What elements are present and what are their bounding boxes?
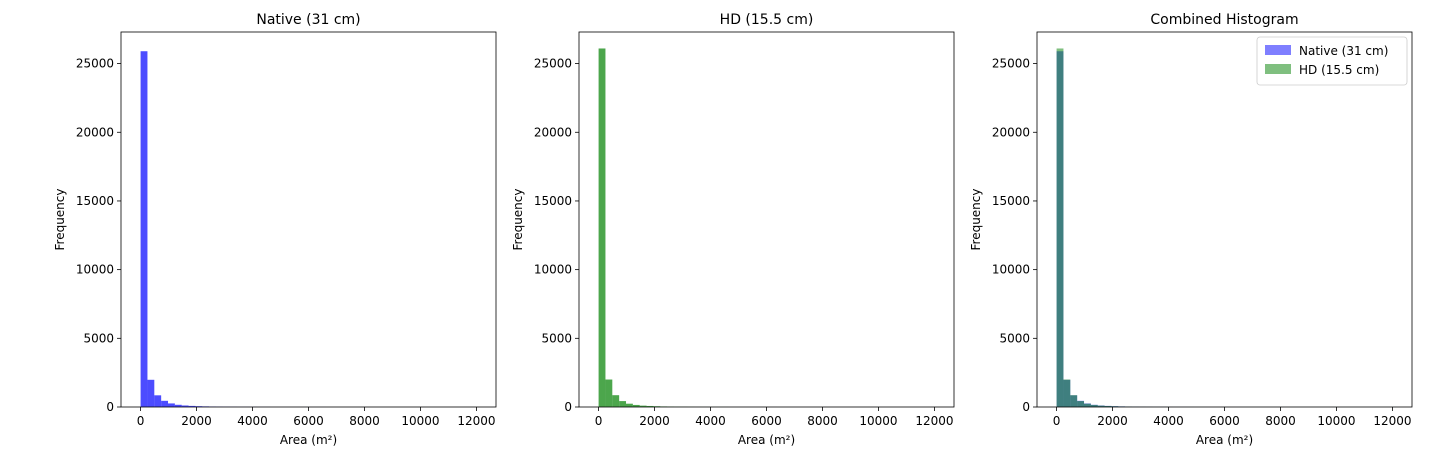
y-tick-label: 20000	[992, 125, 1030, 139]
y-axis-label: Frequency	[53, 189, 67, 251]
histogram-bar	[1063, 379, 1071, 407]
histogram-bar	[639, 405, 647, 407]
y-tick-label: 25000	[76, 57, 114, 71]
legend-swatch	[1265, 64, 1291, 74]
x-tick-label: 4000	[695, 414, 726, 428]
histogram-bar	[174, 404, 182, 407]
x-tick-label: 4000	[237, 414, 268, 428]
histogram-bar	[181, 405, 189, 407]
histogram-bar	[1090, 404, 1098, 407]
x-axis-label: Area (m²)	[280, 433, 337, 447]
legend-swatch	[1265, 45, 1291, 55]
y-axis-label: Frequency	[511, 189, 525, 251]
histogram-bar	[619, 401, 627, 407]
y-tick-label: 0	[564, 400, 572, 414]
histogram-bar	[1070, 395, 1078, 407]
x-tick-label: 10000	[1317, 414, 1355, 428]
x-tick-label: 4000	[1153, 414, 1184, 428]
histogram-bar	[147, 379, 155, 407]
y-tick-label: 10000	[76, 263, 114, 277]
x-axis-label: Area (m²)	[738, 433, 795, 447]
x-tick-label: 8000	[349, 414, 380, 428]
x-tick-label: 6000	[1209, 414, 1240, 428]
axes-frame	[578, 31, 955, 408]
chart-title: Native (31 cm)	[256, 12, 360, 28]
x-tick-label: 0	[595, 414, 603, 428]
axes-frame	[1036, 31, 1413, 408]
chart-panel-2: 0 2000 4000 6000 8000 10000 12000 0 5000 10000 150…	[511, 12, 955, 447]
histogram-bar	[598, 48, 606, 407]
x-tick-label: 2000	[639, 414, 670, 428]
histogram-bar	[626, 403, 633, 407]
x-tick-label: 0	[137, 414, 145, 428]
y-tick-label: 25000	[992, 57, 1030, 71]
x-tick-label: 10000	[859, 414, 897, 428]
x-tick-label: 6000	[751, 414, 782, 428]
x-tick-label: 10000	[401, 414, 439, 428]
legend-box	[1256, 36, 1408, 86]
x-tick-label: 12000	[1373, 414, 1411, 428]
x-tick-label: 2000	[181, 414, 212, 428]
y-tick-label: 25000	[534, 57, 572, 71]
y-tick-label: 15000	[992, 194, 1030, 208]
y-axis-label: Frequency	[969, 189, 983, 251]
x-tick-label: 0	[1053, 414, 1061, 428]
y-tick-label: 5000	[999, 331, 1030, 345]
histogram-bar	[646, 405, 654, 407]
y-tick-label: 10000	[992, 263, 1030, 277]
histogram-bar	[1104, 405, 1112, 407]
histogram-bar	[168, 403, 175, 407]
y-tick-label: 20000	[76, 125, 114, 139]
y-tick-label: 15000	[534, 194, 572, 208]
histogram-bar	[140, 51, 148, 407]
y-tick-label: 0	[1022, 400, 1030, 414]
histogram-bar	[188, 405, 196, 407]
y-tick-label: 0	[106, 400, 114, 414]
axes-frame	[120, 31, 497, 408]
x-tick-label: 8000	[807, 414, 838, 428]
histogram-bar	[1097, 405, 1105, 407]
x-tick-label: 2000	[1097, 414, 1128, 428]
y-tick-label: 10000	[534, 263, 572, 277]
histogram-bar	[632, 404, 640, 407]
histogram-bar	[1056, 48, 1064, 407]
chart-panel-1: 0 2000 4000 6000 8000 10000 12000 0 5000 10000 150…	[53, 12, 497, 447]
histogram-bar	[1084, 403, 1091, 407]
histogram-bar	[612, 395, 620, 407]
legend-entry: HD (15.5 cm)	[1299, 63, 1379, 77]
x-tick-label: 12000	[457, 414, 495, 428]
histogram-bar	[161, 400, 169, 407]
y-tick-label: 20000	[534, 125, 572, 139]
x-axis-label: Area (m²)	[1196, 433, 1253, 447]
chart-title: HD (15.5 cm)	[720, 12, 814, 28]
y-tick-label: 15000	[76, 194, 114, 208]
y-tick-label: 5000	[83, 331, 114, 345]
histogram-bar	[605, 379, 613, 407]
chart-title: Combined Histogram	[1150, 12, 1298, 28]
x-tick-label: 6000	[293, 414, 324, 428]
histogram-bar	[154, 395, 162, 407]
legend-entry: Native (31 cm)	[1299, 44, 1388, 58]
y-tick-label: 5000	[541, 331, 572, 345]
histogram-bar	[195, 406, 203, 407]
x-tick-label: 12000	[915, 414, 953, 428]
chart-panel-3: 0 2000 4000 6000 8000 10000 12000 0 5000 10000 150…	[969, 12, 1413, 447]
histogram-bar	[1077, 401, 1085, 407]
x-tick-label: 8000	[1265, 414, 1296, 428]
legend: Native (31 cm) HD (15.5 cm)	[1256, 36, 1408, 86]
